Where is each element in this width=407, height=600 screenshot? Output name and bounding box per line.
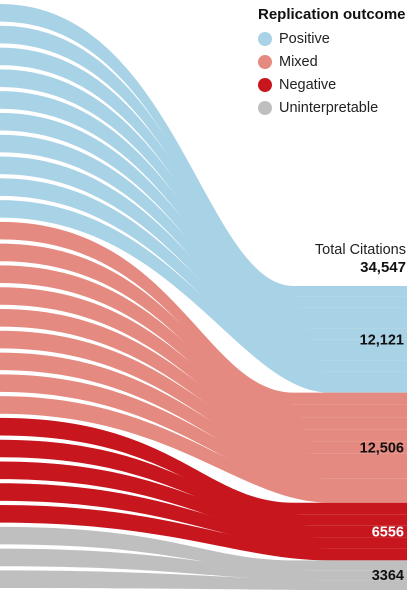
flow-mixed-5 [0,308,407,454]
flow-mixed-4 [0,287,407,442]
value-label-mixed: 12,506 [360,441,404,457]
legend-item-mixed: Mixed [258,50,406,73]
negative-swatch-icon [258,77,272,92]
flow-mixed-7 [0,352,407,479]
flow-mixed-6 [0,330,407,467]
flow-uninterpretable-2 [0,548,407,581]
legend: Replication outcome Positive Mixed Negat… [258,6,406,119]
flow-mixed-8 [0,374,407,491]
uninterpretable-swatch-icon [258,100,272,115]
value-label-uninterpretable: 3364 [372,568,404,584]
legend-label-uninterpretable: Uninterpretable [279,99,379,116]
flow-positive-9 [0,178,407,382]
total-citations-value: 34,547 [360,259,406,276]
total-citations-label: Total Citations [314,242,406,258]
legend-item-negative: Negative [258,73,406,96]
value-label-negative: 6556 [372,525,404,541]
flow-positive-10 [0,200,407,393]
mixed-swatch-icon [258,54,272,69]
flow-negative-3 [0,461,407,538]
legend-item-uninterpretable: Uninterpretable [258,96,406,119]
flow-negative-2 [0,439,407,526]
flow-negative-1 [0,417,407,515]
flow-streams [0,4,407,590]
value-label-positive: 12,121 [360,332,404,348]
legend-label-mixed: Mixed [279,53,318,70]
flow-mixed-9 [0,396,407,503]
flow-mixed-1 [0,221,407,405]
flow-uninterpretable-1 [0,526,407,571]
legend-title: Replication outcome [258,6,406,23]
legend-item-positive: Positive [258,27,406,50]
flow-mixed-3 [0,265,407,430]
legend-label-positive: Positive [279,30,330,47]
flow-negative-5 [0,505,407,561]
flow-mixed-2 [0,243,407,418]
legend-label-negative: Negative [279,76,337,93]
flow-uninterpretable-3 [0,570,407,590]
positive-swatch-icon [258,31,272,46]
flow-negative-4 [0,483,407,549]
value-labels: 12,121 12,506 6556 3364 [360,332,404,584]
